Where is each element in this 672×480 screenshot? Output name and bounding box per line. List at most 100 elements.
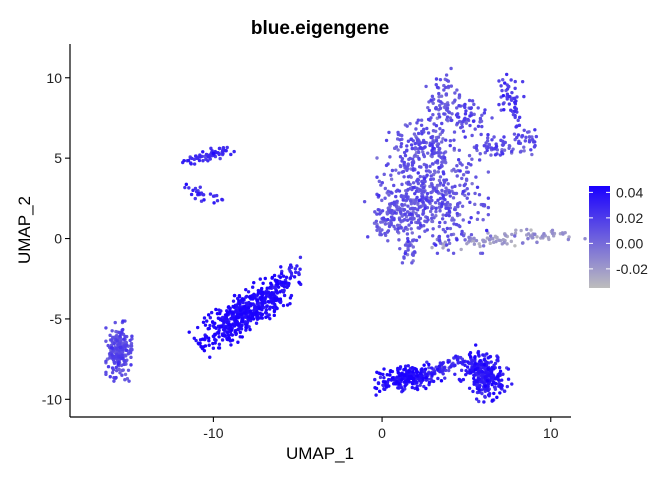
data-point [218, 318, 223, 322]
data-point [384, 163, 389, 168]
data-point [374, 219, 379, 223]
data-point [227, 322, 232, 327]
data-point [386, 189, 390, 193]
data-point [189, 162, 193, 166]
data-point [255, 298, 259, 302]
data-point [491, 147, 496, 151]
data-point [442, 151, 446, 155]
data-point [110, 353, 114, 357]
data-point [438, 100, 443, 104]
data-point [411, 168, 415, 172]
data-point [429, 177, 433, 182]
data-point [422, 190, 426, 194]
data-point [414, 127, 418, 131]
data-point [123, 359, 127, 363]
data-point [205, 319, 209, 323]
data-point [385, 373, 389, 377]
data-point [488, 234, 493, 238]
data-point [411, 181, 416, 185]
data-point [425, 228, 429, 232]
data-point [282, 284, 286, 288]
data-point [447, 209, 452, 213]
data-point [436, 151, 440, 155]
data-point [221, 319, 225, 323]
data-point [478, 116, 483, 121]
data-point [534, 134, 539, 139]
data-point [234, 308, 238, 313]
data-point [387, 193, 391, 197]
data-point [438, 175, 443, 179]
data-point [444, 213, 448, 218]
data-point [269, 299, 273, 304]
data-point [447, 241, 452, 246]
data-point [437, 224, 442, 229]
data-point [400, 386, 404, 390]
data-point [478, 152, 482, 156]
data-point [476, 211, 480, 215]
data-point [272, 273, 277, 278]
data-point [192, 336, 196, 341]
data-point [377, 208, 381, 212]
data-point [227, 305, 231, 309]
data-point [110, 370, 115, 375]
data-point [447, 238, 451, 242]
data-point [281, 290, 286, 294]
data-point [117, 354, 121, 358]
data-point [456, 158, 461, 162]
data-point [406, 239, 410, 243]
data-point [451, 196, 456, 200]
y-tick-label: -5 [50, 311, 63, 327]
data-point [252, 280, 256, 285]
data-point [477, 369, 482, 374]
data-point [583, 236, 587, 241]
data-point [437, 238, 442, 243]
data-point [417, 235, 422, 239]
data-point [388, 155, 392, 159]
data-point [206, 336, 211, 340]
data-point [218, 156, 222, 161]
data-point [383, 222, 388, 226]
data-point [416, 218, 421, 222]
legend-tick-label: 0.04 [616, 184, 643, 200]
data-point [497, 79, 501, 83]
data-point [444, 206, 448, 210]
data-point [252, 308, 256, 313]
data-point [422, 176, 427, 181]
data-point [441, 246, 445, 250]
data-point [254, 321, 259, 325]
data-point [431, 129, 436, 133]
data-point [285, 303, 290, 307]
data-point [398, 246, 402, 251]
data-point [119, 331, 124, 335]
data-point [282, 293, 287, 298]
data-point [476, 106, 480, 110]
data-point [491, 367, 495, 371]
data-point [424, 376, 429, 380]
data-point [409, 137, 413, 142]
data-point [486, 212, 491, 217]
data-point [455, 106, 459, 110]
data-point [438, 369, 442, 374]
data-point [469, 163, 473, 167]
data-point [444, 92, 449, 96]
data-point [465, 196, 469, 200]
data-point [489, 376, 494, 380]
data-point [510, 382, 514, 386]
data-point [375, 225, 379, 229]
data-point [260, 290, 264, 294]
data-point [441, 128, 445, 133]
data-point [405, 144, 409, 148]
data-point [129, 344, 134, 348]
data-point [434, 139, 439, 143]
data-point [230, 333, 235, 337]
data-point [487, 143, 492, 147]
data-point [502, 135, 506, 139]
data-point [480, 369, 485, 374]
data-point [502, 240, 506, 245]
data-point [480, 380, 484, 384]
data-point [429, 190, 433, 195]
data-point [108, 375, 112, 379]
data-point [378, 372, 383, 376]
data-point [405, 218, 410, 222]
data-point [445, 226, 450, 231]
